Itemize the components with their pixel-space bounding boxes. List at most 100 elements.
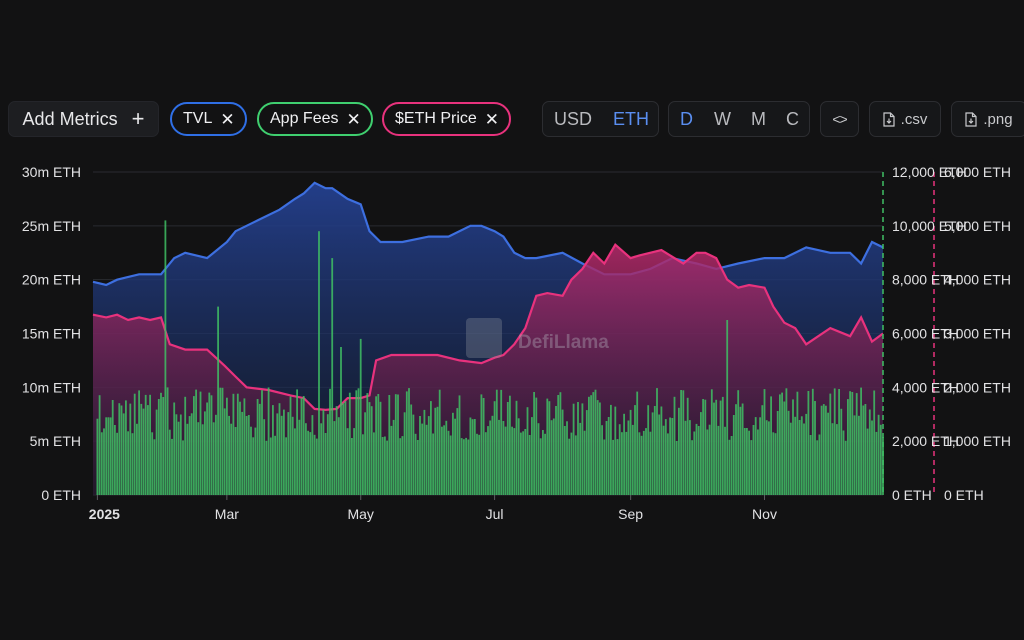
file-download-icon <box>965 111 977 127</box>
app-fees-bar <box>267 387 270 495</box>
app-fees-bar <box>403 412 406 495</box>
grouping-option-weekly[interactable]: W <box>714 108 731 129</box>
app-fees-bar <box>520 432 522 495</box>
denomination-option-usd[interactable]: USD <box>554 108 593 129</box>
app-fees-bar <box>384 436 386 495</box>
app-fees-bar <box>272 405 274 495</box>
app-fees-bar <box>566 421 568 495</box>
eth-price-y-tick-label: 2,000 ETH <box>944 379 1011 395</box>
download-csv-button[interactable]: .csv <box>869 101 941 137</box>
close-icon[interactable]: ✕ <box>220 109 235 129</box>
app-fees-bar <box>300 398 303 495</box>
app-fees-bar <box>717 425 720 495</box>
app-fees-bar <box>212 422 215 495</box>
app-fees-bar <box>250 426 252 495</box>
app-fees-bar <box>671 418 674 495</box>
app-fees-bar <box>232 393 235 495</box>
app-fees-bar <box>381 437 384 495</box>
app-fees-bar <box>757 429 759 495</box>
app-fees-bar <box>408 388 410 495</box>
app-fees-y-tick-label: 4,000 ETH <box>892 379 959 395</box>
app-fees-bar <box>853 415 856 495</box>
app-fees-bar <box>362 434 364 495</box>
app-fees-bar <box>463 439 465 495</box>
app-fees-bar <box>746 428 748 495</box>
app-fees-bar <box>601 425 603 495</box>
app-fees-bar <box>199 391 202 495</box>
app-fees-bar <box>550 420 553 495</box>
app-fees-bar <box>882 437 884 495</box>
app-fees-bar <box>379 401 382 495</box>
close-icon[interactable]: ✕ <box>346 109 361 129</box>
llama-logo-icon <box>466 318 502 358</box>
app-fees-bar <box>484 432 487 495</box>
app-fees-bar <box>173 402 176 495</box>
app-fees-bar <box>390 425 393 495</box>
download-png-button[interactable]: .png <box>951 101 1024 137</box>
add-metrics-button[interactable]: Add Metrics + <box>8 101 159 137</box>
app-fees-bar <box>100 432 103 495</box>
app-fees-bar <box>109 417 112 495</box>
app-fees-bar <box>667 433 669 495</box>
app-fees-bar <box>858 415 860 495</box>
app-fees-bar <box>605 421 608 495</box>
metric-chip-tvl[interactable]: TVL ✕ <box>170 102 247 136</box>
app-fees-bar <box>730 436 733 495</box>
app-fees-bar <box>353 428 355 495</box>
app-fees-bar <box>480 394 483 495</box>
app-fees-bar <box>686 397 689 495</box>
app-fees-bar <box>375 396 377 495</box>
app-fees-bar <box>836 424 838 495</box>
app-fees-bar <box>552 418 555 495</box>
app-fees-bar <box>743 428 746 495</box>
app-fees-bar <box>618 424 621 495</box>
metric-chip-label: App Fees <box>270 110 339 127</box>
app-fees-bar <box>421 423 424 495</box>
app-fees-bar <box>335 406 338 495</box>
app-fees-bar <box>401 436 404 495</box>
app-fees-bar <box>627 420 630 495</box>
eth-price-y-tick-label: 0 ETH <box>944 487 984 503</box>
app-fees-bar <box>768 421 770 495</box>
embed-button[interactable]: <> <box>820 101 859 137</box>
app-fees-bar <box>732 415 735 495</box>
app-fees-bar <box>798 420 801 495</box>
app-fees-bar <box>182 440 184 495</box>
app-fees-bar <box>822 404 825 495</box>
app-fees-bar <box>724 426 726 495</box>
app-fees-bar <box>515 400 518 495</box>
app-fees-y-tick-label: 10,000 ETH <box>892 218 967 234</box>
metric-chip-app-fees[interactable]: App Fees ✕ <box>257 102 373 136</box>
app-fees-bar <box>695 423 698 495</box>
app-fees-bar <box>669 417 671 495</box>
app-fees-bar <box>561 409 564 495</box>
app-fees-bar <box>366 393 369 495</box>
app-fees-bar <box>588 396 590 495</box>
close-icon[interactable]: ✕ <box>484 109 500 129</box>
metrics-chart: DefiLlama 0 ETH 5m ETH 10m ETH 15m ETH 20m E… <box>22 164 1011 522</box>
code-icon: <> <box>832 111 847 127</box>
app-fees-series <box>96 220 884 495</box>
app-fees-bar <box>645 428 647 495</box>
app-fees-bar <box>625 431 628 495</box>
app-fees-bar <box>741 403 744 495</box>
app-fees-bar <box>656 388 658 495</box>
app-fees-bar <box>879 424 882 495</box>
app-fees-bar <box>535 397 538 495</box>
app-fees-bar <box>546 398 549 495</box>
app-fees-bar <box>414 433 417 495</box>
app-fees-bar <box>291 416 294 495</box>
grouping-option-daily[interactable]: D <box>680 108 693 129</box>
app-fees-bar <box>818 434 821 495</box>
app-fees-bar <box>754 417 757 495</box>
grouping-option-cumulative[interactable]: C <box>786 108 799 129</box>
app-fees-bar <box>735 404 737 495</box>
app-fees-bar <box>129 403 132 495</box>
grouping-option-monthly[interactable]: M <box>751 108 766 129</box>
denomination-option-eth[interactable]: ETH <box>613 108 650 129</box>
app-fees-bar <box>873 390 876 495</box>
metric-chip-eth-price[interactable]: $ETH Price ✕ <box>382 102 512 136</box>
app-fees-bar <box>340 347 342 495</box>
app-fees-bar <box>386 440 388 495</box>
app-fees-bar <box>155 409 158 495</box>
